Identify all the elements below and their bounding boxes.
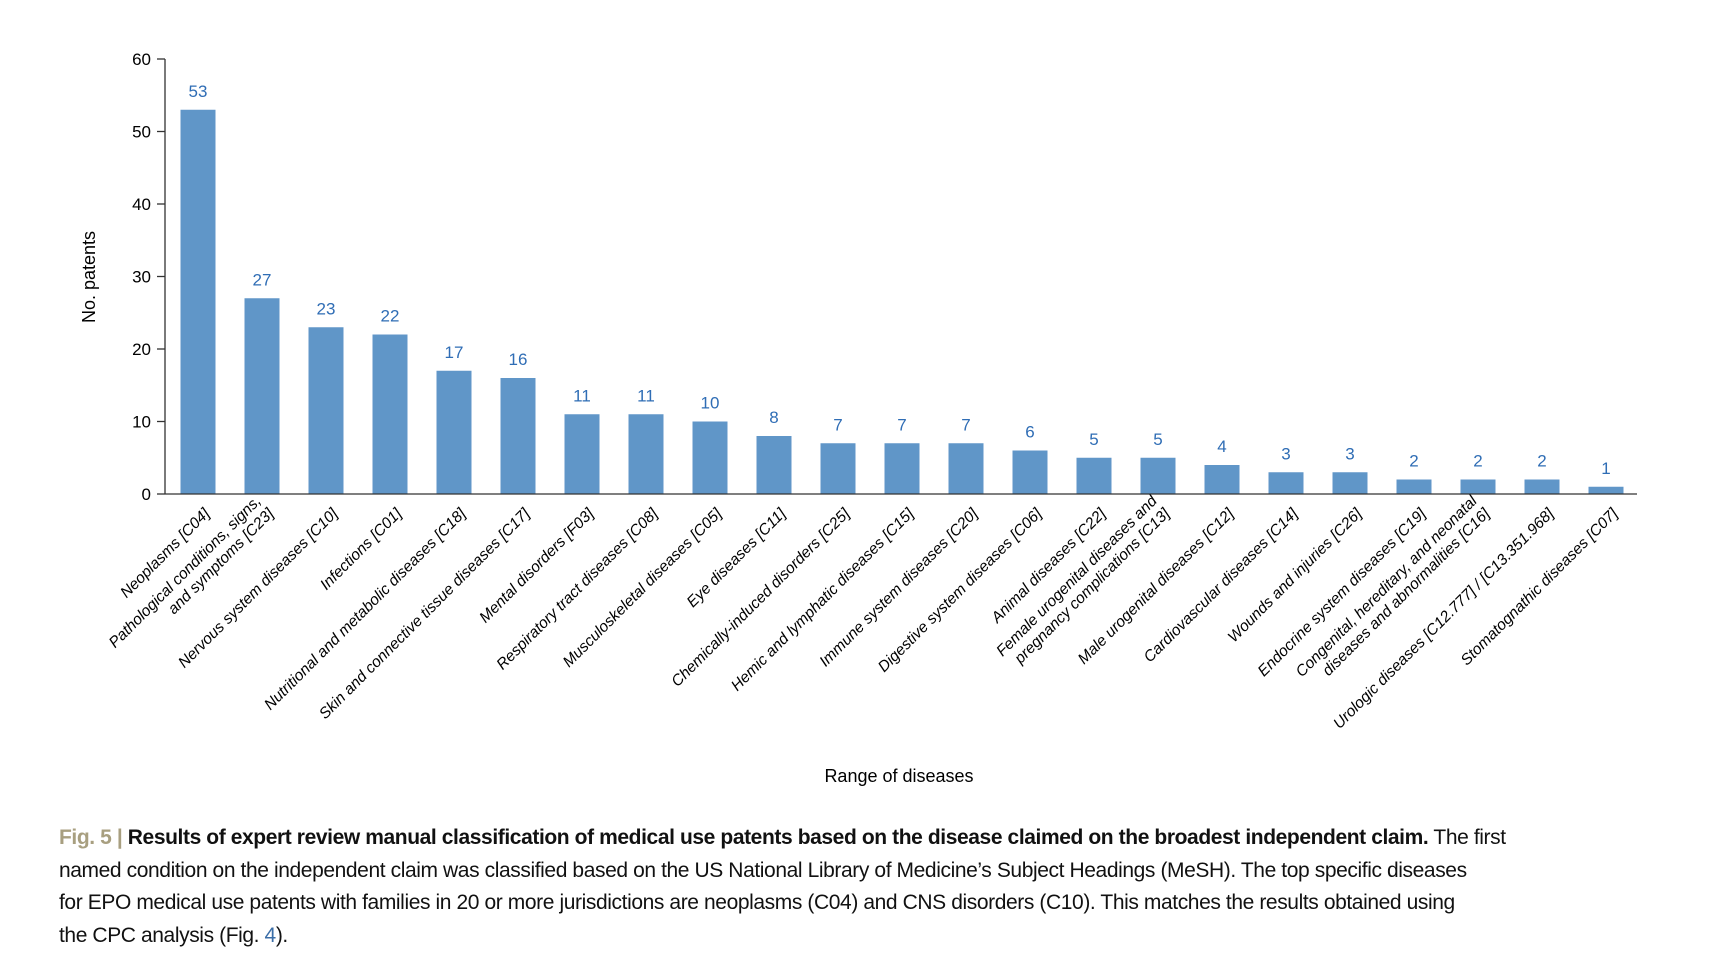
caption-text: named condition on the independent claim…: [59, 858, 1467, 882]
bar: [564, 414, 600, 494]
figure-reference-link[interactable]: 4: [264, 923, 277, 947]
bar: [1204, 465, 1240, 494]
bar: [692, 421, 728, 494]
data-label: 2: [1409, 452, 1418, 471]
bar: [1140, 457, 1176, 494]
bar: [308, 327, 344, 494]
data-label: 6: [1025, 423, 1034, 442]
y-tick-label: 30: [132, 268, 151, 287]
data-label: 17: [445, 343, 464, 362]
data-label: 7: [897, 415, 906, 434]
data-label: 8: [769, 408, 778, 427]
x-tick-label-line: Pathological conditions, signs,: [106, 493, 265, 652]
caption-text: for EPO medical use patents with familie…: [59, 891, 1455, 914]
data-label: 4: [1217, 437, 1226, 456]
bar: [1460, 479, 1496, 494]
caption-title: Results of expert review manual classifi…: [127, 826, 1429, 849]
bar: [1588, 486, 1624, 494]
data-label: 7: [833, 415, 842, 434]
bar: [1076, 457, 1112, 494]
bar: [820, 443, 856, 494]
y-axis-label: No. patents: [79, 231, 99, 323]
y-tick-label: 40: [132, 195, 151, 214]
bar: [948, 443, 984, 494]
data-label: 23: [317, 299, 336, 318]
caption-text: ).: [275, 923, 288, 947]
data-label: 7: [961, 415, 970, 434]
bar: [500, 378, 536, 494]
x-tick-label-line: and symptoms [C23]: [165, 505, 278, 618]
bar: [372, 334, 408, 494]
data-label: 3: [1281, 444, 1290, 463]
bar: [884, 443, 920, 494]
bar: [244, 298, 280, 494]
x-tick-label: Mental disorders [F03]: [476, 505, 598, 627]
bar: [180, 109, 216, 494]
bar: [1396, 479, 1432, 494]
data-label: 1: [1601, 459, 1610, 478]
bar: [1332, 472, 1368, 494]
figure-caption: Fig. 5 | Results of expert review manual…: [59, 822, 1699, 952]
x-tick-label-line: Congenital, hereditary, and neonatal: [1293, 492, 1481, 680]
bar: [1268, 472, 1304, 494]
bar: [1524, 479, 1560, 494]
data-label: 5: [1089, 430, 1098, 449]
x-tick-label-line: Female urogenital diseases and: [993, 492, 1161, 660]
data-label: 10: [701, 394, 720, 413]
data-label: 2: [1473, 452, 1482, 471]
data-label: 22: [381, 307, 400, 326]
data-label: 27: [253, 270, 272, 289]
y-tick-label: 10: [132, 413, 151, 432]
data-label: 3: [1345, 444, 1354, 463]
data-label: 16: [509, 350, 528, 369]
y-tick-label: 50: [132, 123, 151, 142]
data-label: 2: [1537, 452, 1546, 471]
y-tick-label: 0: [142, 485, 151, 504]
bar: [628, 414, 664, 494]
y-axis: 0 10 20 30 40 50 60: [132, 50, 166, 504]
bar: [436, 370, 472, 494]
data-label: 11: [573, 386, 591, 405]
data-label: 53: [189, 82, 208, 101]
figure-number: Fig. 5 |: [59, 826, 123, 849]
caption-text: the CPC analysis (Fig.: [59, 923, 265, 947]
x-axis-label: Range of diseases: [824, 766, 973, 786]
y-tick-label: 20: [132, 340, 151, 359]
x-tick-label-line: Mental disorders [F03]: [476, 505, 598, 627]
data-label: 11: [637, 386, 655, 405]
bar: [756, 436, 792, 494]
y-tick-label: 60: [132, 50, 151, 69]
x-axis: Neoplasms [C04]Pathological conditions, …: [106, 492, 1637, 732]
data-label: 5: [1153, 430, 1162, 449]
bar: [1012, 450, 1048, 494]
caption-text: The first: [1428, 826, 1506, 849]
